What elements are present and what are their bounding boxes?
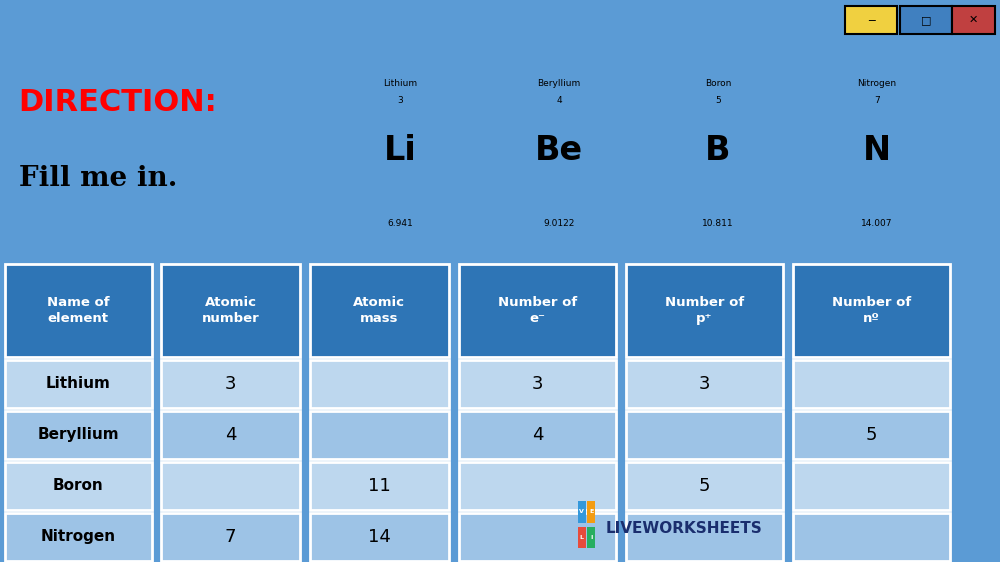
FancyBboxPatch shape <box>626 360 783 408</box>
Text: I: I <box>590 535 592 540</box>
Text: 3: 3 <box>699 375 710 393</box>
FancyBboxPatch shape <box>587 501 595 523</box>
Text: 4: 4 <box>532 425 543 443</box>
FancyBboxPatch shape <box>310 461 449 510</box>
FancyBboxPatch shape <box>459 461 616 510</box>
Text: 5: 5 <box>866 425 877 443</box>
FancyBboxPatch shape <box>161 360 300 408</box>
FancyBboxPatch shape <box>793 461 950 510</box>
FancyBboxPatch shape <box>5 461 152 510</box>
Text: Boron: Boron <box>53 478 104 493</box>
FancyBboxPatch shape <box>459 360 616 408</box>
Text: B: B <box>705 134 731 167</box>
FancyBboxPatch shape <box>161 513 300 560</box>
FancyBboxPatch shape <box>5 360 152 408</box>
Text: Fill me in.: Fill me in. <box>19 165 177 192</box>
FancyBboxPatch shape <box>626 513 783 560</box>
FancyBboxPatch shape <box>793 360 950 408</box>
FancyBboxPatch shape <box>900 6 952 34</box>
Text: Number of
p⁺: Number of p⁺ <box>665 296 744 325</box>
FancyBboxPatch shape <box>161 411 300 459</box>
Text: LIVEWORKSHEETS: LIVEWORKSHEETS <box>606 521 763 536</box>
Text: L: L <box>580 535 584 540</box>
Text: 3: 3 <box>398 96 403 105</box>
Text: 7: 7 <box>225 528 236 546</box>
Text: 5: 5 <box>699 477 710 495</box>
Text: Be: Be <box>535 134 583 167</box>
FancyBboxPatch shape <box>578 527 586 548</box>
Text: 4: 4 <box>225 425 236 443</box>
FancyBboxPatch shape <box>5 264 152 357</box>
Text: □: □ <box>921 15 931 25</box>
Text: 6.941: 6.941 <box>388 219 413 228</box>
FancyBboxPatch shape <box>793 513 950 560</box>
Text: E: E <box>589 510 593 514</box>
FancyBboxPatch shape <box>310 411 449 459</box>
Text: Name of
element: Name of element <box>47 296 109 325</box>
FancyBboxPatch shape <box>459 411 616 459</box>
FancyBboxPatch shape <box>310 264 449 357</box>
FancyBboxPatch shape <box>310 360 449 408</box>
Text: V: V <box>579 510 584 514</box>
Text: 3: 3 <box>225 375 236 393</box>
FancyBboxPatch shape <box>5 513 152 560</box>
FancyBboxPatch shape <box>952 6 995 34</box>
Text: 3: 3 <box>532 375 543 393</box>
Text: 14.007: 14.007 <box>861 219 892 228</box>
Text: 4: 4 <box>556 96 562 105</box>
FancyBboxPatch shape <box>459 264 616 357</box>
FancyBboxPatch shape <box>5 411 152 459</box>
Text: Atomic
mass: Atomic mass <box>353 296 405 325</box>
FancyBboxPatch shape <box>626 461 783 510</box>
FancyBboxPatch shape <box>161 461 300 510</box>
FancyBboxPatch shape <box>845 6 897 34</box>
Text: Beryllium: Beryllium <box>538 79 581 88</box>
Text: 5: 5 <box>715 96 721 105</box>
Text: 11: 11 <box>368 477 391 495</box>
Text: Nitrogen: Nitrogen <box>857 79 896 88</box>
FancyBboxPatch shape <box>310 513 449 560</box>
Text: 10.811: 10.811 <box>702 219 734 228</box>
Text: 14: 14 <box>368 528 391 546</box>
Text: Lithium: Lithium <box>383 79 417 88</box>
Text: ✕: ✕ <box>969 15 978 25</box>
Text: 9.0122: 9.0122 <box>543 219 575 228</box>
FancyBboxPatch shape <box>793 264 950 357</box>
Text: Beryllium: Beryllium <box>37 427 119 442</box>
FancyBboxPatch shape <box>459 513 616 560</box>
Text: Nitrogen: Nitrogen <box>41 529 116 544</box>
FancyBboxPatch shape <box>587 527 595 548</box>
FancyBboxPatch shape <box>626 411 783 459</box>
Text: DIRECTION:: DIRECTION: <box>19 88 217 117</box>
Text: Atomic
number: Atomic number <box>202 296 260 325</box>
FancyBboxPatch shape <box>793 411 950 459</box>
Text: ─: ─ <box>868 15 874 25</box>
Text: Lithium: Lithium <box>46 377 111 391</box>
Text: Number of
e⁻: Number of e⁻ <box>498 296 577 325</box>
Text: 7: 7 <box>874 96 880 105</box>
FancyBboxPatch shape <box>161 264 300 357</box>
FancyBboxPatch shape <box>626 264 783 357</box>
Text: Number of
nº: Number of nº <box>832 296 911 325</box>
Text: Boron: Boron <box>705 79 731 88</box>
Text: Li: Li <box>384 134 417 167</box>
Text: N: N <box>863 134 891 167</box>
FancyBboxPatch shape <box>578 501 586 523</box>
